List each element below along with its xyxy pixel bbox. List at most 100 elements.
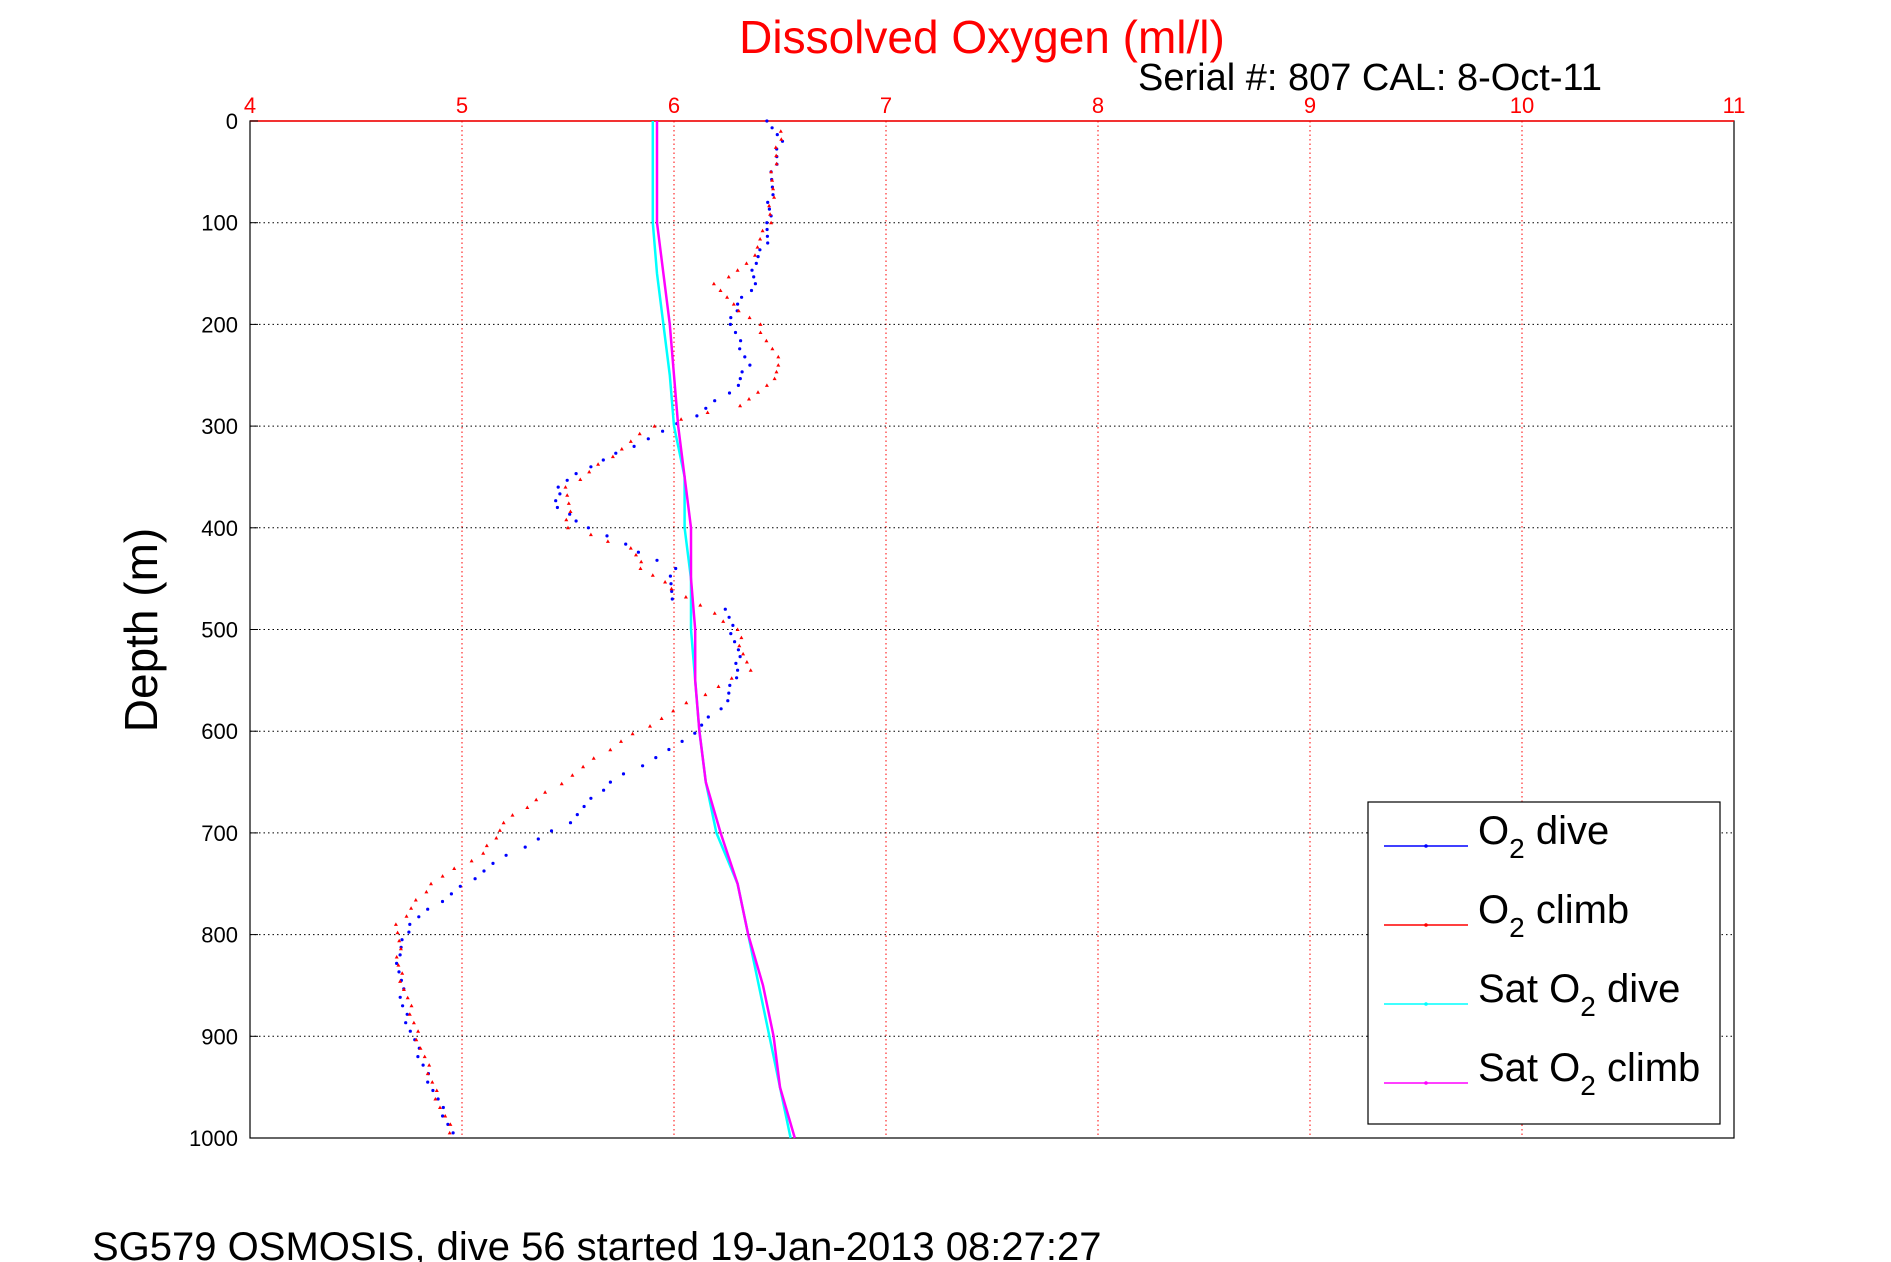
data-point bbox=[703, 692, 708, 697]
data-point bbox=[711, 281, 716, 286]
data-point bbox=[659, 716, 664, 720]
data-point bbox=[755, 245, 760, 249]
data-point bbox=[744, 261, 749, 265]
data-point bbox=[568, 509, 573, 513]
data-point bbox=[441, 1105, 445, 1110]
data-point bbox=[491, 861, 495, 866]
data-point bbox=[667, 747, 671, 752]
data-point bbox=[744, 660, 749, 664]
data-point bbox=[670, 597, 674, 601]
data-point bbox=[728, 683, 732, 688]
data-point bbox=[407, 1012, 412, 1016]
data-point bbox=[766, 200, 770, 204]
data-point bbox=[510, 813, 515, 817]
data-point bbox=[610, 454, 615, 459]
data-point bbox=[414, 1037, 419, 1042]
data-point bbox=[400, 971, 405, 975]
data-point bbox=[700, 723, 704, 727]
y-axis-ticks: 0 100 200 300 400 500 600 700 800 900 1000 bbox=[189, 109, 258, 1151]
data-point bbox=[426, 1080, 430, 1084]
data-point bbox=[648, 724, 652, 728]
series-line bbox=[655, 121, 797, 1139]
data-point bbox=[398, 979, 403, 983]
data-point bbox=[543, 790, 548, 794]
data-point bbox=[404, 914, 409, 918]
chart-title: Dissolved Oxygen (ml/l) bbox=[739, 11, 1225, 63]
data-point bbox=[481, 851, 486, 855]
data-point bbox=[395, 961, 399, 966]
data-point bbox=[413, 898, 418, 902]
data-point bbox=[719, 707, 723, 711]
data-point bbox=[398, 953, 402, 957]
data-point bbox=[429, 881, 433, 886]
x-tick-label: 6 bbox=[668, 93, 680, 118]
data-point bbox=[436, 1097, 440, 1101]
data-point bbox=[574, 472, 578, 476]
data-point bbox=[494, 836, 499, 840]
data-point bbox=[729, 632, 733, 636]
data-point bbox=[637, 431, 642, 436]
x-tick-label: 7 bbox=[880, 93, 892, 118]
data-point bbox=[441, 1114, 445, 1118]
data-point bbox=[733, 330, 738, 335]
legend-label: O2 dive bbox=[1478, 809, 1609, 864]
data-point bbox=[704, 406, 708, 410]
data-point bbox=[736, 383, 741, 387]
data-point bbox=[628, 546, 633, 550]
data-point bbox=[716, 684, 721, 688]
data-point bbox=[396, 963, 401, 967]
data-point bbox=[422, 1054, 427, 1059]
data-point bbox=[740, 370, 744, 374]
x-tick-label: 10 bbox=[1510, 93, 1534, 118]
data-point bbox=[558, 492, 562, 496]
data-point bbox=[549, 829, 554, 833]
data-point bbox=[409, 906, 414, 910]
data-point bbox=[758, 237, 763, 241]
data-point bbox=[684, 700, 689, 705]
data-point bbox=[482, 869, 486, 873]
data-point bbox=[674, 566, 678, 571]
data-point bbox=[630, 731, 635, 736]
data-point bbox=[736, 308, 741, 313]
data-point bbox=[430, 1080, 435, 1084]
data-point bbox=[772, 195, 777, 199]
data-point bbox=[756, 255, 760, 259]
data-point bbox=[446, 1122, 450, 1126]
data-point bbox=[554, 499, 558, 503]
data-point bbox=[723, 607, 727, 611]
data-point bbox=[565, 493, 570, 497]
data-point bbox=[756, 390, 760, 394]
data-point bbox=[743, 355, 747, 359]
data-point bbox=[566, 525, 570, 530]
data-point bbox=[721, 619, 726, 623]
series-line bbox=[651, 121, 792, 1139]
data-point bbox=[729, 676, 734, 680]
legend-marker bbox=[1424, 844, 1428, 848]
data-point bbox=[473, 877, 477, 881]
data-point bbox=[484, 843, 489, 848]
data-point bbox=[753, 253, 757, 257]
legend-label: O2 climb bbox=[1478, 888, 1629, 943]
data-point bbox=[748, 668, 753, 672]
y-tick-label: 200 bbox=[201, 312, 238, 337]
data-point bbox=[589, 796, 593, 800]
y-tick-label: 500 bbox=[201, 618, 238, 643]
data-point bbox=[680, 739, 684, 744]
data-point bbox=[397, 970, 401, 974]
data-point bbox=[712, 611, 717, 615]
data-point bbox=[564, 517, 569, 522]
data-point bbox=[770, 178, 775, 182]
data-point bbox=[605, 534, 609, 538]
data-point bbox=[421, 1063, 425, 1067]
data-point bbox=[728, 322, 733, 326]
data-point bbox=[764, 338, 769, 343]
y-tick-label: 900 bbox=[201, 1024, 238, 1049]
data-point bbox=[451, 1131, 455, 1135]
data-point bbox=[588, 532, 593, 537]
data-point bbox=[568, 512, 572, 516]
data-point bbox=[741, 651, 746, 656]
data-point bbox=[417, 915, 421, 919]
data-point bbox=[525, 805, 530, 809]
legend: O2 dive O2 climb Sat O2 dive Sat O2 climb bbox=[1367, 801, 1721, 1125]
data-point bbox=[619, 739, 623, 743]
